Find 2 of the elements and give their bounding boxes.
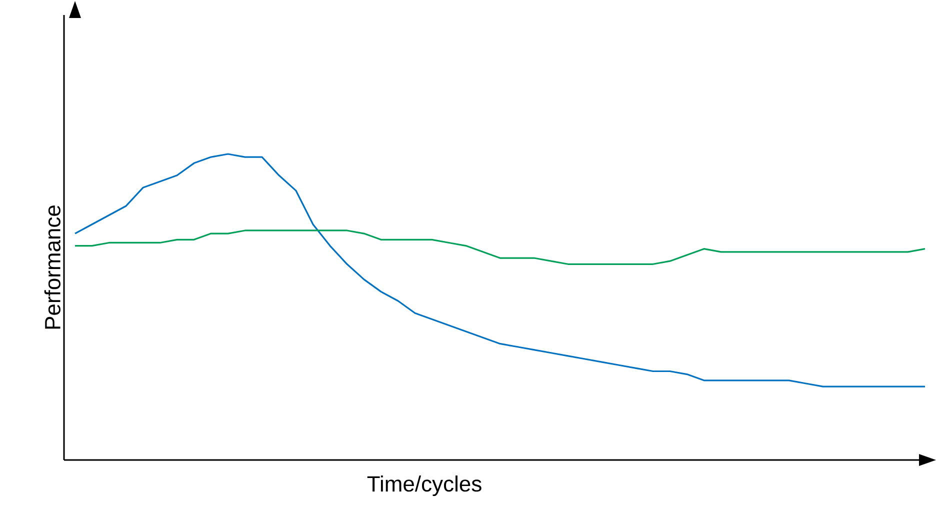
x-axis-title: Time/cycles: [367, 476, 482, 496]
y-axis-title: Performance: [44, 206, 60, 329]
